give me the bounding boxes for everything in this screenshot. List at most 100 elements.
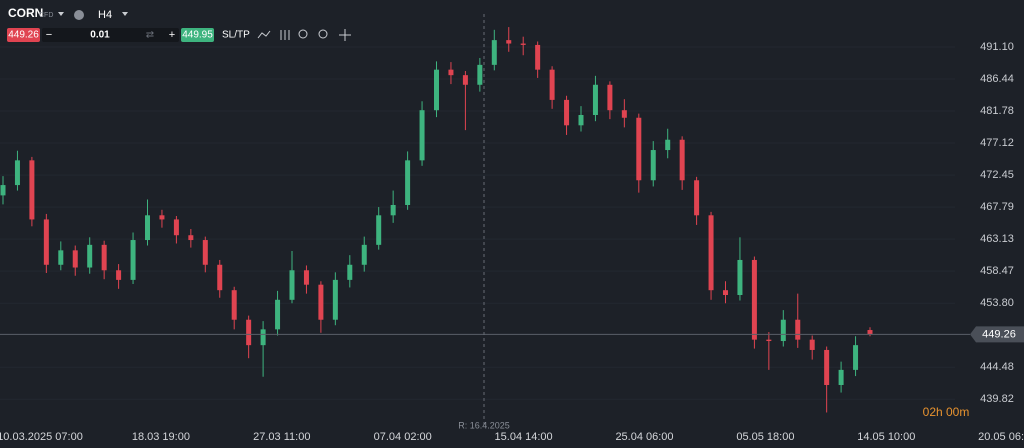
current-price-tag [970,326,1024,343]
candle-body [188,235,194,241]
candle-body [303,270,309,285]
candle-body [853,345,859,370]
candle-body [520,43,526,45]
candle-body [289,270,295,300]
zoom-out[interactable] [298,29,308,39]
candle-body [390,205,396,216]
candle-body [101,244,107,271]
timeframe[interactable]: H4 [98,9,112,21]
candle-body [867,330,873,335]
candle-body [173,219,179,236]
x-tick-label: 07.04 02:00 [374,431,432,443]
candle-body [376,215,382,245]
x-tick-label: 25.04 06:00 [615,431,673,443]
y-tick-label: 481.78 [980,105,1014,117]
candle-body [809,339,815,350]
symbol-dropdown[interactable] [58,12,64,16]
candle-body [260,329,266,346]
move-tool[interactable] [339,29,351,41]
candle-body [43,219,49,265]
candle-body [58,250,64,265]
candle-body [448,69,454,76]
y-tick-label: 453.80 [980,297,1014,309]
candle-body [636,117,642,181]
y-tick-label: 458.47 [980,265,1014,277]
y-tick-label: 491.10 [980,41,1014,53]
y-tick-label: 486.44 [980,73,1014,85]
candle-body [419,110,425,161]
x-tick-label: 15.04 14:00 [495,431,553,443]
candle-body [72,250,78,268]
y-tick-label: 472.45 [980,169,1014,181]
candle-body [0,185,6,196]
zoom-in[interactable] [318,29,328,39]
candle-body [694,180,700,216]
candle-body [217,264,223,291]
candle-body [347,264,353,280]
candle-body [737,259,743,295]
sltp[interactable]: SL/TP [222,30,250,41]
candle-body [650,150,656,181]
quantity-box[interactable] [42,28,179,42]
x-tick-label: 18.03 19:00 [132,431,190,443]
x-tick-label: 10.03.2025 07:00 [0,431,83,443]
candle-body [578,115,584,126]
symbol[interactable]: CORN [8,6,43,20]
candle-body [549,69,555,100]
candle-body [87,244,93,268]
plus[interactable]: + [169,29,175,41]
candle-body [29,160,35,220]
sell-button[interactable] [7,28,40,42]
buy-price[interactable]: 449.95 [182,30,213,41]
y-tick-label: 439.82 [980,393,1014,405]
candle-body [795,319,801,340]
x-tick-label: 20.05 06:00 [978,431,1024,443]
candle-body [564,99,570,126]
quantity[interactable]: 0.01 [90,30,110,41]
candle-body [318,284,324,320]
candle-body [14,160,20,186]
symbol-type: CFD [39,12,53,19]
y-tick-label: 467.79 [980,201,1014,213]
candle-body [592,84,598,116]
candle-body [723,290,728,295]
indicator-tool[interactable] [280,30,290,40]
current-price-label: 449.26 [982,328,1016,340]
y-tick-label: 463.13 [980,233,1014,245]
candle-body [246,319,252,346]
plot-area: 491.10 486.44 481.78 477.12 472.45 467.79 463.… [0,27,1024,443]
swap-icon[interactable]: ⇄ [146,30,154,41]
buy-button[interactable] [181,28,214,42]
info-icon[interactable] [74,10,84,20]
candle-body [824,349,830,385]
candle-body [838,369,844,385]
crosshair-label: R: 16.4.2025 [458,420,510,430]
candle-body [751,259,757,340]
candle-body [130,240,136,280]
candle-body [332,279,338,320]
x-tick-label: 05.05 18:00 [736,431,794,443]
candle-body [708,215,714,291]
candle-body [405,160,411,206]
candle-body [462,75,468,85]
x-tick-label: 14.05 10:00 [857,431,915,443]
candle-body [679,139,685,181]
y-tick-label: 477.12 [980,137,1014,149]
candle-body [766,339,772,342]
candle-body [275,299,281,330]
candle-body [434,69,439,111]
candle-body [665,139,671,151]
candle-body [477,64,483,85]
x-tick-label: 27.03 11:00 [253,431,310,443]
timeframe-dropdown[interactable] [122,12,128,16]
line-tool[interactable] [257,30,271,39]
candle-body [780,319,786,342]
minus[interactable]: − [46,29,52,41]
candle-body [535,44,541,70]
candle-body [231,290,237,320]
sell-price[interactable]: 449.26 [8,30,39,41]
candle-body [621,110,627,118]
